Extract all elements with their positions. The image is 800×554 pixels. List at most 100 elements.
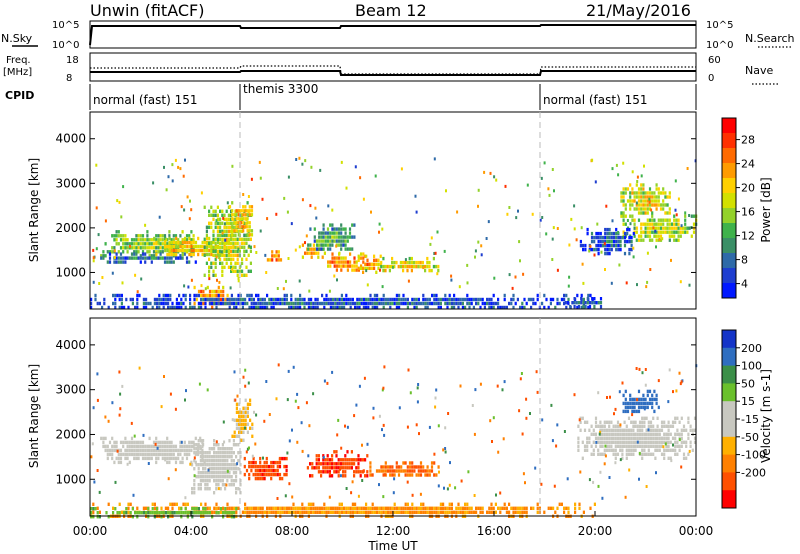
data-cell: [477, 297, 480, 302]
data-cell: [415, 506, 418, 510]
data-cell: [313, 239, 316, 243]
data-cell: [333, 450, 336, 454]
data-cell: [515, 216, 518, 220]
data-cell: [311, 474, 314, 478]
data-cell: [106, 456, 109, 461]
data-cell: [633, 234, 636, 238]
data-cell: [122, 440, 125, 445]
data-cell: [345, 510, 348, 514]
colorbar-segment: [722, 178, 736, 194]
data-cell: [204, 471, 207, 475]
data-cell: [250, 506, 253, 510]
data-cell: [386, 264, 389, 269]
data-cell: [237, 217, 240, 221]
data-cell: [328, 289, 331, 293]
data-cell: [488, 506, 491, 510]
data-cell: [230, 237, 233, 241]
data-cell: [408, 461, 412, 465]
data-cell: [693, 428, 697, 432]
data-cell: [578, 418, 581, 422]
data-cell: [473, 432, 476, 436]
data-cell: [553, 484, 556, 488]
data-cell: [232, 269, 235, 273]
data-cell: [224, 483, 227, 487]
data-cell: [333, 231, 336, 235]
data-cell: [157, 246, 160, 250]
data-cell: [215, 511, 218, 515]
data-cell: [96, 398, 99, 402]
data-cell: [104, 436, 107, 441]
data-cell: [259, 468, 262, 473]
data-cell: [170, 452, 173, 457]
data-cell: [623, 444, 626, 448]
data-cell: [170, 444, 173, 449]
data-cell: [301, 506, 304, 510]
data-cell: [237, 279, 240, 283]
data-cell: [318, 235, 321, 239]
data-cell: [216, 213, 219, 217]
data-cell: [665, 424, 668, 428]
data-cell: [267, 464, 271, 469]
data-cell: [668, 238, 671, 242]
data-cell: [189, 199, 191, 203]
data-cell: [168, 230, 171, 234]
data-cell: [201, 448, 204, 453]
data-cell: [175, 236, 178, 241]
data-cell: [369, 469, 372, 473]
data-cell: [674, 432, 677, 436]
data-cell: [612, 424, 615, 428]
data-cell: [184, 507, 187, 511]
data-cell: [157, 240, 160, 245]
data-cell: [316, 297, 319, 302]
data-cell: [621, 381, 624, 385]
data-cell: [137, 238, 140, 242]
data-cell: [135, 234, 138, 238]
data-cell: [338, 256, 341, 260]
data-cell: [237, 487, 240, 491]
data-cell: [252, 456, 255, 461]
data-cell: [411, 465, 414, 469]
data-cell: [133, 238, 136, 242]
data-cell: [299, 293, 302, 298]
data-cell: [219, 261, 222, 265]
data-cell: [331, 260, 334, 264]
data-cell: [216, 205, 219, 209]
data-cell: [497, 305, 500, 310]
data-cell: [279, 510, 282, 514]
data-cell: [642, 222, 645, 226]
data-cell: [637, 207, 641, 211]
data-cell: [219, 475, 222, 479]
data-cell: [618, 263, 621, 267]
data-cell: [348, 466, 351, 470]
data-cell: [203, 248, 206, 253]
data-cell: [318, 239, 321, 243]
data-cell: [415, 510, 418, 514]
data-cell: [272, 510, 275, 514]
data-cell: [337, 474, 340, 478]
data-cell: [664, 191, 667, 195]
data-cell: [391, 256, 394, 261]
data-cell: [326, 227, 330, 231]
data-cell: [365, 269, 368, 273]
data-cell: [636, 432, 639, 436]
data-cell: [272, 297, 275, 302]
data-cell: [345, 506, 348, 510]
data-cell: [231, 217, 234, 221]
data-cell: [384, 297, 387, 302]
data-cell: [193, 443, 196, 447]
data-cell: [382, 386, 385, 390]
data-cell: [146, 242, 149, 246]
data-cell: [686, 226, 689, 230]
data-cell: [221, 479, 224, 483]
data-cell: [296, 297, 299, 302]
data-cell: [163, 375, 165, 378]
data-cell: [629, 191, 632, 195]
data-cell: [636, 175, 639, 179]
data-cell: [387, 297, 390, 302]
data-cell: [211, 301, 214, 306]
data-cell: [213, 479, 216, 483]
data-cell: [208, 451, 211, 455]
data-cell: [208, 297, 211, 302]
data-cell: [684, 218, 687, 222]
data-cell: [597, 301, 600, 305]
